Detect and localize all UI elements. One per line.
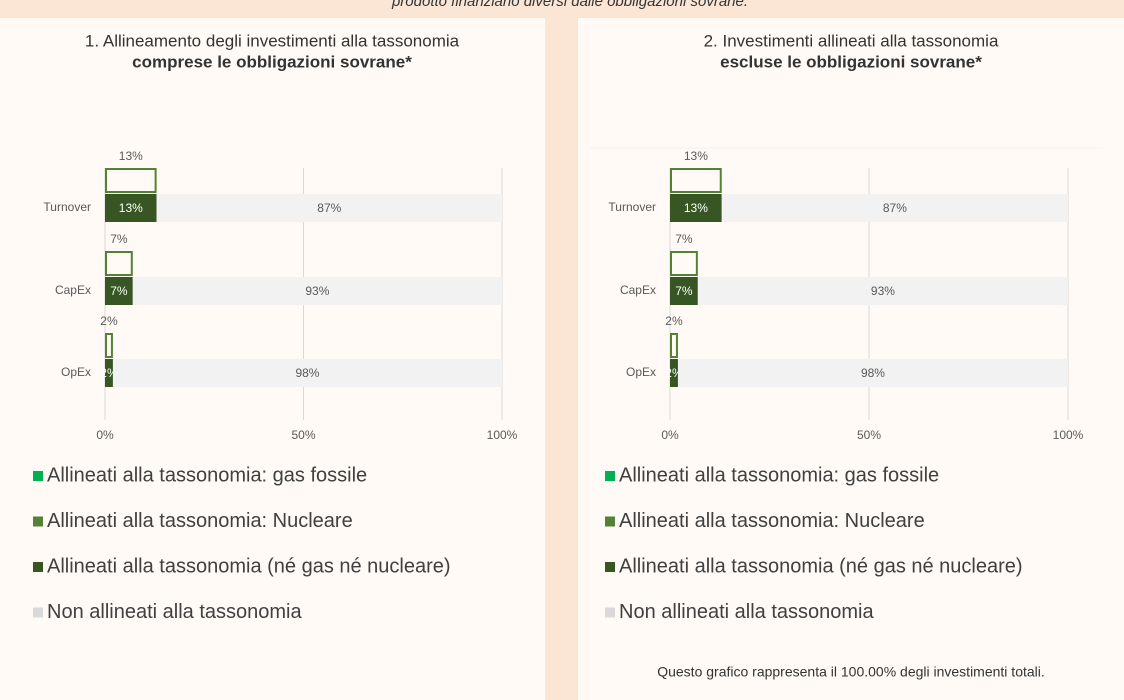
chart-title-bold: escluse le obbligazioni sovrane*: [720, 52, 982, 71]
value-label: 98%: [861, 366, 885, 380]
bar-segment: [670, 277, 698, 305]
x-tick-label: 100%: [487, 428, 518, 442]
bar-segment: [677, 359, 1068, 387]
total-bar: [105, 168, 157, 193]
legend-swatch: [33, 607, 43, 618]
bar-segment: [112, 359, 502, 387]
value-label: 7%: [675, 284, 693, 298]
y-tick-label: Turnover: [43, 200, 91, 214]
legend-swatch: [605, 562, 615, 572]
bar-segment: [105, 277, 133, 305]
bar-segment: [721, 194, 1068, 222]
x-tick-label: 50%: [291, 428, 315, 442]
total-label: 13%: [119, 149, 143, 163]
legend-swatch: [33, 516, 43, 527]
bar-segment: [156, 194, 503, 222]
total-bar: [670, 168, 722, 193]
total-bar: [105, 251, 133, 276]
header: prodotto finanziario diversi dalle obbli…: [391, 0, 748, 10]
legend-label: Non allineati alla tassonomia: [619, 601, 874, 623]
y-tick-label: OpEx: [626, 365, 656, 379]
legend-label: Allineati alla tassonomia: gas fossile: [47, 464, 367, 486]
bar-segment: [670, 359, 678, 387]
x-tick-label: 50%: [857, 428, 881, 442]
chart-title: 2. Investimenti allineati alla tassonomi…: [704, 31, 999, 50]
legend-label: Non allineati alla tassonomia: [47, 601, 302, 623]
legend-swatch: [33, 471, 43, 481]
value-label: 93%: [871, 284, 895, 298]
value-label: 7%: [110, 284, 128, 298]
y-tick-label: CapEx: [620, 283, 656, 297]
value-label: 13%: [119, 201, 143, 215]
total-label: 7%: [675, 232, 693, 246]
value-label: 87%: [317, 201, 341, 215]
bar-segment: [105, 194, 157, 222]
legend-label: Allineati alla tassonomia (né gas né nuc…: [47, 555, 451, 577]
value-label: 98%: [295, 366, 319, 380]
total-label: 7%: [110, 232, 128, 246]
legend-swatch: [605, 607, 615, 618]
value-label: 13%: [684, 201, 708, 215]
bar-segment: [697, 277, 1068, 305]
chart-title: 1. Allineamento degli investimenti alla …: [85, 31, 460, 50]
footnote: Questo grafico rappresenta il 100.00% de…: [657, 664, 1045, 680]
legend-label: Allineati alla tassonomia: gas fossile: [619, 464, 939, 486]
x-tick-label: 100%: [1053, 428, 1084, 442]
value-label: 87%: [883, 201, 907, 215]
total-label: 13%: [684, 149, 708, 163]
x-tick-label: 0%: [96, 428, 114, 442]
legend-label: Allineati alla tassonomia: Nucleare: [619, 510, 925, 532]
legend-swatch: [605, 471, 615, 481]
bar-segment: [670, 194, 722, 222]
total-bar: [670, 333, 678, 358]
total-label: 2%: [665, 314, 683, 328]
legend-swatch: [605, 516, 615, 527]
x-tick-label: 0%: [661, 428, 679, 442]
chart-title-bold: comprese le obbligazioni sovrane*: [132, 52, 412, 71]
legend-label: Allineati alla tassonomia (né gas né nuc…: [619, 555, 1023, 577]
y-tick-label: CapEx: [55, 283, 91, 297]
legend-label: Allineati alla tassonomia: Nucleare: [47, 510, 353, 532]
y-tick-label: OpEx: [61, 365, 91, 379]
y-tick-label: Turnover: [608, 200, 656, 214]
value-label: 93%: [305, 284, 329, 298]
bar-segment: [105, 359, 113, 387]
total-bar: [105, 333, 113, 358]
total-label: 2%: [100, 314, 118, 328]
bar-segment: [132, 277, 503, 305]
legend-swatch: [33, 562, 43, 572]
total-bar: [670, 251, 698, 276]
